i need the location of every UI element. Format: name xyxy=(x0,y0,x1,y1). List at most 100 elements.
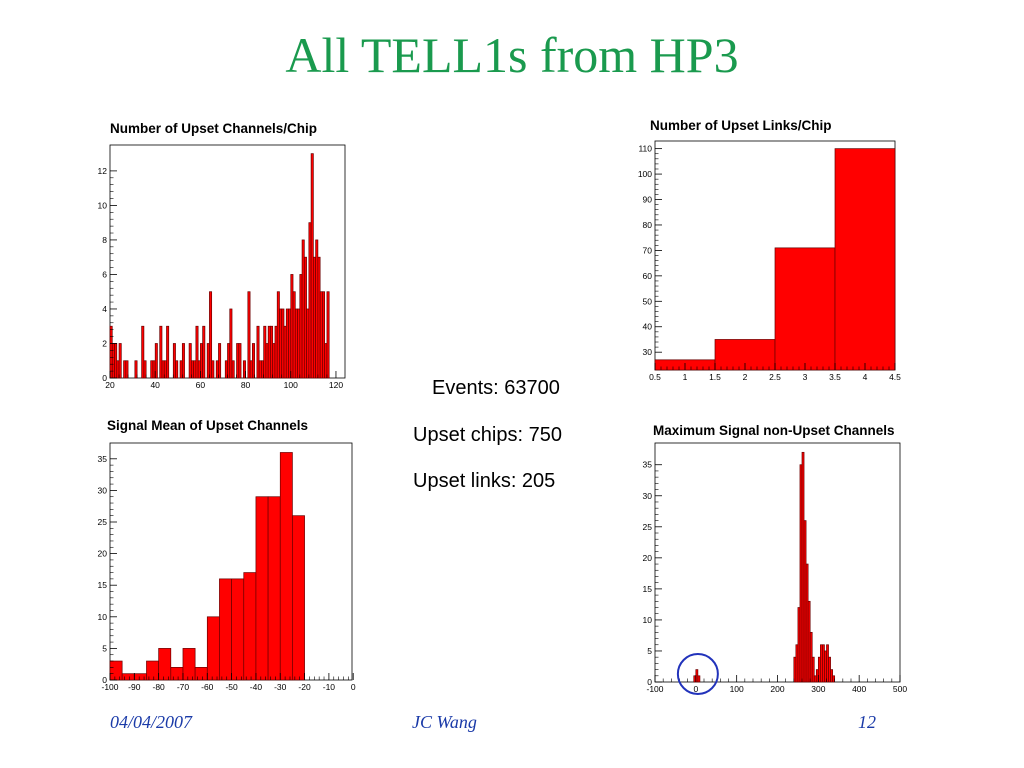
slide-title: All TELL1s from HP3 xyxy=(285,27,739,83)
histogram-bar xyxy=(243,572,257,681)
x-tick-label: 300 xyxy=(811,684,825,694)
chart-title: Signal Mean of Upset Channels xyxy=(107,418,308,433)
y-tick-label: 30 xyxy=(643,491,653,501)
y-tick-label: 0 xyxy=(102,373,107,383)
y-tick-label: 20 xyxy=(98,549,108,559)
histogram-bar xyxy=(292,515,305,681)
histogram-bar xyxy=(133,673,147,681)
x-tick-label: -20 xyxy=(298,682,311,692)
x-tick-label: 200 xyxy=(770,684,784,694)
footer-page-number: 12 xyxy=(858,712,876,732)
x-tick-label: -80 xyxy=(152,682,165,692)
y-tick-label: 60 xyxy=(643,271,653,281)
histogram-bar xyxy=(121,673,135,681)
x-tick-label: 20 xyxy=(105,380,115,390)
histogram-bar xyxy=(218,343,222,379)
y-tick-label: 80 xyxy=(643,220,653,230)
x-tick-label: 1.5 xyxy=(709,372,721,382)
y-tick-label: 35 xyxy=(643,460,653,470)
x-tick-label: -100 xyxy=(646,684,663,694)
y-tick-label: 25 xyxy=(98,517,108,527)
x-tick-label: 100 xyxy=(284,380,298,390)
histogram-bar xyxy=(242,360,246,379)
x-tick-label: 400 xyxy=(852,684,866,694)
histogram-bar xyxy=(166,325,170,379)
chart-max-signal-non-upset-channels: Maximum Signal non-Upset Channels-100 0 10… xyxy=(615,410,915,700)
x-tick-label: 100 xyxy=(730,684,744,694)
x-tick-label: -40 xyxy=(250,682,263,692)
x-tick-label: 3 xyxy=(803,372,808,382)
events-count: Events: 63700 xyxy=(432,377,560,399)
histogram-bar xyxy=(175,360,179,379)
y-tick-label: 110 xyxy=(638,144,652,154)
histogram-bar xyxy=(159,325,163,379)
histogram-bar xyxy=(209,291,213,379)
y-tick-label: 25 xyxy=(643,522,653,532)
upset-chips-count: Upset chips: 750 xyxy=(413,424,562,446)
x-tick-label: 80 xyxy=(241,380,251,390)
x-tick-label: -60 xyxy=(201,682,214,692)
histogram-bar xyxy=(231,578,245,681)
y-tick-label: 15 xyxy=(643,584,653,594)
x-tick-label: 4 xyxy=(863,372,868,382)
chart-title: Maximum Signal non-Upset Channels xyxy=(653,423,895,438)
histogram-bar xyxy=(118,343,122,379)
y-tick-label: 20 xyxy=(643,553,653,563)
y-tick-label: 10 xyxy=(98,200,108,210)
x-tick-label: 2.5 xyxy=(769,372,781,382)
y-tick-label: 5 xyxy=(102,643,107,653)
histogram-bar xyxy=(158,648,172,681)
y-tick-label: 0 xyxy=(102,675,107,685)
histogram-bar xyxy=(194,667,208,681)
x-tick-label: 0 xyxy=(693,684,698,694)
upset-links-count: Upset links: 205 xyxy=(413,470,556,492)
y-tick-label: 70 xyxy=(643,245,653,255)
histogram-bar xyxy=(141,325,145,379)
y-tick-label: 90 xyxy=(643,195,653,205)
x-tick-label: 0 xyxy=(351,682,356,692)
histogram-bar xyxy=(170,667,184,681)
y-tick-label: 2 xyxy=(102,338,107,348)
x-tick-label: 120 xyxy=(329,380,343,390)
y-tick-label: 10 xyxy=(643,615,653,625)
histogram-bar xyxy=(109,660,123,681)
y-tick-label: 50 xyxy=(643,296,653,306)
histogram-bar xyxy=(326,291,330,379)
x-tick-label: 60 xyxy=(196,380,206,390)
histogram-bar xyxy=(697,675,701,683)
histogram-bar xyxy=(255,496,269,681)
x-tick-label: 40 xyxy=(150,380,160,390)
x-tick-label: 500 xyxy=(893,684,907,694)
histogram-bar xyxy=(154,343,158,379)
chart-signal-mean-upset-channels: Signal Mean of Upset Channels -100 -90 -80 -… xyxy=(80,410,370,695)
y-tick-label: 0 xyxy=(647,677,652,687)
histogram-bar xyxy=(143,360,147,379)
y-tick-label: 15 xyxy=(98,580,108,590)
x-tick-label: 1 xyxy=(683,372,688,382)
histogram-bar xyxy=(202,325,206,379)
chart-title: Number of Upset Channels/Chip xyxy=(110,121,317,136)
histogram-bar xyxy=(182,648,196,681)
histogram-bar xyxy=(206,616,220,681)
x-tick-label: -100 xyxy=(101,682,118,692)
x-tick-label: 3.5 xyxy=(829,372,841,382)
histogram-bar xyxy=(267,496,281,681)
x-tick-label: -90 xyxy=(128,682,141,692)
histogram-bar xyxy=(125,360,129,379)
x-tick-label: 4.5 xyxy=(889,372,901,382)
histogram-bar xyxy=(146,660,159,681)
y-tick-label: 30 xyxy=(98,485,108,495)
histogram-bar xyxy=(134,360,138,379)
histogram-bar xyxy=(229,308,233,379)
chart-upset-links-per-chip: Number of Upset Links/Chip 0.5 1 1.5 2 2.5 3 3.… xyxy=(615,108,905,393)
histogram-bar xyxy=(252,343,255,379)
x-tick-label: -30 xyxy=(274,682,287,692)
chart-title: Number of Upset Links/Chip xyxy=(650,118,832,133)
histogram-bar xyxy=(231,360,235,379)
chart-background xyxy=(615,410,915,700)
y-tick-label: 6 xyxy=(102,269,107,279)
y-tick-label: 12 xyxy=(98,166,108,176)
x-tick-label: 2 xyxy=(743,372,748,382)
x-tick-label: 0.5 xyxy=(649,372,661,382)
